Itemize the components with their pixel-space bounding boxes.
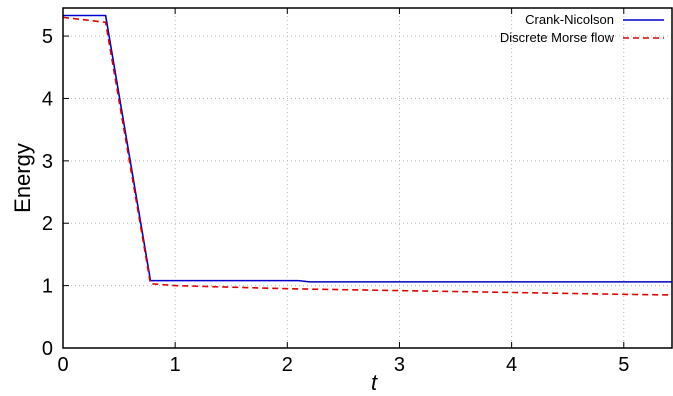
series-line-discrete-morse-flow: [62, 16, 673, 296]
legend-label-crank-nicolson: Crank-Nicolson: [525, 12, 614, 27]
x-tick-label: 4: [506, 354, 517, 376]
y-tick-label: 2: [42, 213, 53, 235]
y-tick-label: 5: [42, 26, 53, 48]
series-lines: [62, 14, 673, 296]
legend-label-discrete-morse-flow: Discrete Morse flow: [500, 30, 615, 45]
y-tick-label: 0: [42, 338, 53, 360]
x-tick-label: 5: [618, 354, 629, 376]
legend: Crank-Nicolson Discrete Morse flow: [500, 12, 664, 45]
x-tick-label: 2: [282, 354, 293, 376]
x-axis-title: t: [371, 370, 378, 395]
grid: [63, 8, 672, 348]
y-tick-label: 3: [42, 151, 53, 173]
axis-ticks: 0 1 2 3 4 5 0 1 2 3 4 5: [42, 8, 629, 376]
x-tick-label: 0: [57, 354, 68, 376]
y-tick-label: 4: [42, 88, 53, 110]
x-tick-label: 3: [394, 354, 405, 376]
series-line-crank-nicolson: [63, 14, 672, 283]
y-tick-label: 1: [42, 276, 53, 298]
x-tick-label: 1: [170, 354, 181, 376]
plot-frame: [62, 7, 673, 349]
y-axis-title: Energy: [10, 143, 35, 213]
